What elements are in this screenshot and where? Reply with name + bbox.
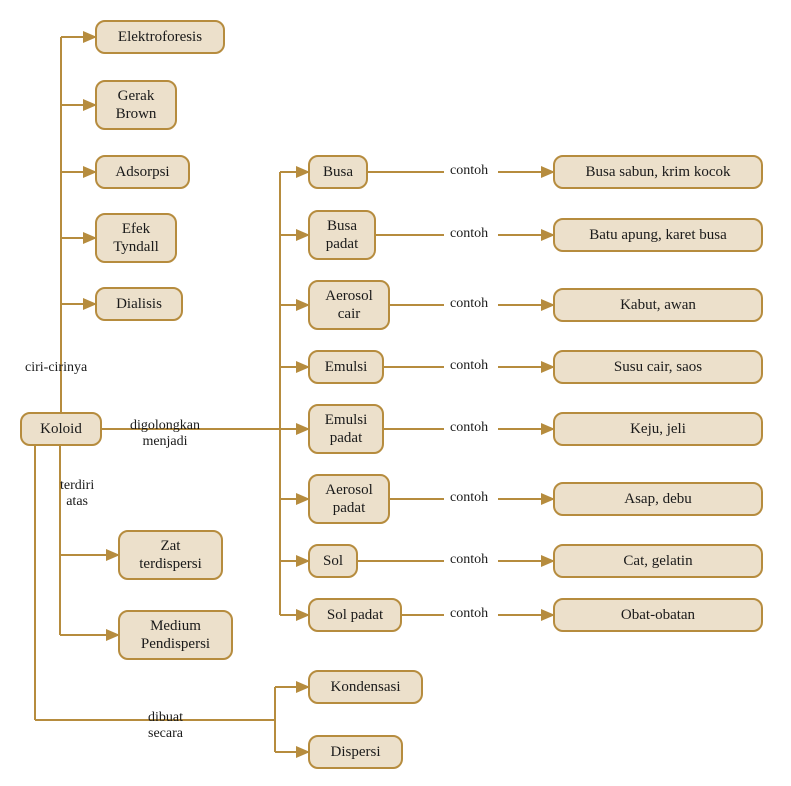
ciri-3: Efek Tyndall: [95, 213, 177, 263]
ciri-1-text: Gerak Brown: [116, 87, 157, 123]
contoh-1-text: Batu apung, karet busa: [589, 226, 726, 244]
label-contoh-2: contoh: [450, 296, 488, 312]
jenis-4-text: Emulsi padat: [325, 411, 368, 447]
jenis-3-text: Emulsi: [325, 358, 368, 376]
ciri-4-text: Dialisis: [116, 295, 162, 313]
terdiri-1-text: Medium Pendispersi: [141, 617, 210, 653]
ciri-3-text: Efek Tyndall: [113, 220, 159, 256]
dibuat-1-text: Dispersi: [331, 743, 381, 761]
jenis-7-text: Sol padat: [327, 606, 383, 624]
jenis-0-text: Busa: [323, 163, 353, 181]
label-contoh-3: contoh: [450, 358, 488, 374]
contoh-6: Cat, gelatin: [553, 544, 763, 578]
ciri-2: Adsorpsi: [95, 155, 190, 189]
contoh-5-text: Asap, debu: [624, 490, 692, 508]
jenis-0: Busa: [308, 155, 368, 189]
dibuat-0: Kondensasi: [308, 670, 423, 704]
jenis-5: Aerosol padat: [308, 474, 390, 524]
label-digolongkan: digolongkan menjadi: [130, 418, 200, 450]
contoh-0: Busa sabun, krim kocok: [553, 155, 763, 189]
contoh-3: Susu cair, saos: [553, 350, 763, 384]
label-contoh-1: contoh: [450, 226, 488, 242]
jenis-7: Sol padat: [308, 598, 402, 632]
contoh-6-text: Cat, gelatin: [623, 552, 692, 570]
ciri-0-text: Elektroforesis: [118, 28, 202, 46]
jenis-3: Emulsi: [308, 350, 384, 384]
contoh-2-text: Kabut, awan: [620, 296, 696, 314]
label-terdiri: terdiri atas: [60, 478, 94, 510]
ciri-2-text: Adsorpsi: [115, 163, 169, 181]
ciri-4: Dialisis: [95, 287, 183, 321]
terdiri-0-text: Zat terdispersi: [139, 537, 201, 573]
contoh-0-text: Busa sabun, krim kocok: [586, 163, 731, 181]
ciri-1: Gerak Brown: [95, 80, 177, 130]
contoh-4-text: Keju, jeli: [630, 420, 686, 438]
contoh-2: Kabut, awan: [553, 288, 763, 322]
jenis-6-text: Sol: [323, 552, 343, 570]
contoh-1: Batu apung, karet busa: [553, 218, 763, 252]
jenis-2: Aerosol cair: [308, 280, 390, 330]
jenis-4: Emulsi padat: [308, 404, 384, 454]
label-contoh-4: contoh: [450, 420, 488, 436]
root-koloid-text: Koloid: [40, 420, 82, 438]
label-contoh-0: contoh: [450, 163, 488, 179]
label-dibuat: dibuat secara: [148, 710, 183, 742]
dibuat-0-text: Kondensasi: [331, 678, 401, 696]
contoh-4: Keju, jeli: [553, 412, 763, 446]
jenis-1: Busa padat: [308, 210, 376, 260]
terdiri-1: Medium Pendispersi: [118, 610, 233, 660]
label-contoh-7: contoh: [450, 606, 488, 622]
contoh-5: Asap, debu: [553, 482, 763, 516]
ciri-0: Elektroforesis: [95, 20, 225, 54]
jenis-6: Sol: [308, 544, 358, 578]
contoh-7-text: Obat-obatan: [621, 606, 695, 624]
jenis-5-text: Aerosol padat: [325, 481, 373, 517]
contoh-7: Obat-obatan: [553, 598, 763, 632]
contoh-3-text: Susu cair, saos: [614, 358, 702, 376]
jenis-1-text: Busa padat: [326, 217, 358, 253]
terdiri-0: Zat terdispersi: [118, 530, 223, 580]
dibuat-1: Dispersi: [308, 735, 403, 769]
root-koloid: Koloid: [20, 412, 102, 446]
jenis-2-text: Aerosol cair: [325, 287, 373, 323]
label-contoh-6: contoh: [450, 552, 488, 568]
label-contoh-5: contoh: [450, 490, 488, 506]
label-ciri: ciri-cirinya: [25, 360, 87, 376]
